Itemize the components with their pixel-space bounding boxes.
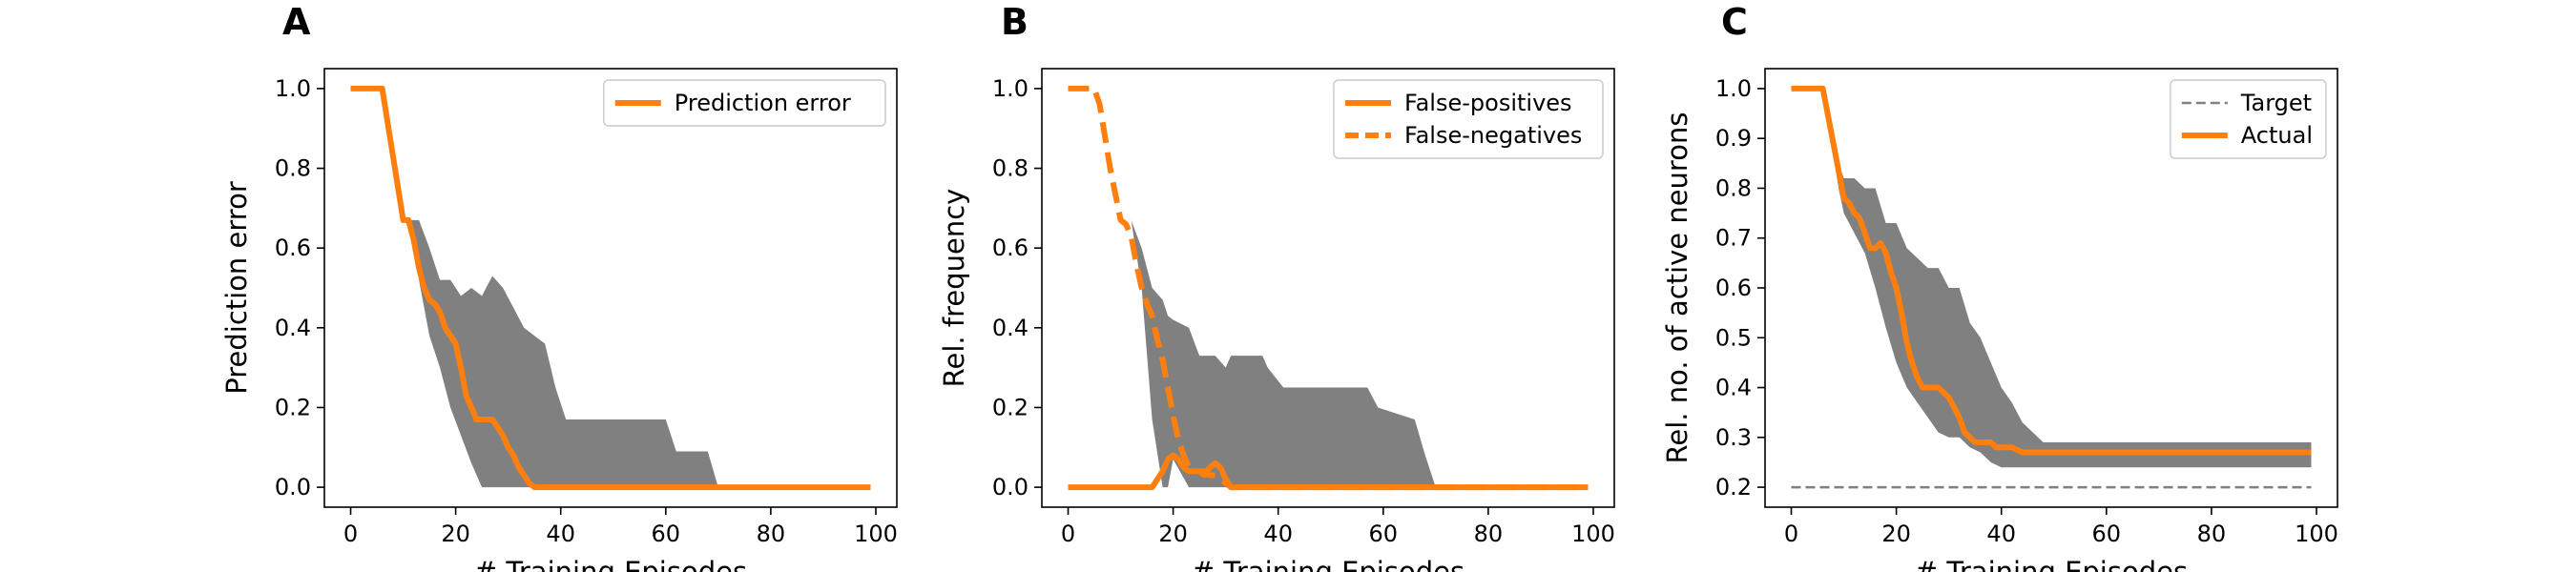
- x-tick-label: 0: [1061, 521, 1075, 547]
- x-tick-label: 80: [1474, 521, 1504, 547]
- y-tick-label: 1.0: [992, 75, 1028, 102]
- y-tick-label: 0.6: [992, 235, 1028, 261]
- x-tick-label: 40: [546, 521, 575, 547]
- y-axis-label: Rel. no. of active neurons: [1661, 112, 1693, 464]
- y-tick-label: 1.0: [1715, 75, 1752, 102]
- axes-frame: [1041, 68, 1615, 508]
- y-tick-label: 0.4: [1715, 375, 1752, 401]
- plot-area: [350, 85, 871, 491]
- y-tick-label: 0.0: [275, 474, 311, 500]
- panel-c: 0 20 40 60 80 100 0.2 0.3 0.4 0.5 0.6 0.7 0.8 0.9 1.0 #…: [1661, 1, 2338, 572]
- legend-box: [603, 79, 886, 127]
- y-tick-label: 0.8: [275, 155, 311, 182]
- legend-box: [1333, 79, 1604, 159]
- variance-band: [1120, 219, 1589, 488]
- legend-label: Prediction error: [675, 90, 851, 116]
- variance-band: [1791, 88, 2312, 468]
- x-tick-label: 100: [854, 521, 898, 547]
- series-line-prediction-error: [350, 85, 871, 491]
- y-tick-label: 0.8: [992, 155, 1028, 182]
- x-tick-label: 0: [1784, 521, 1798, 547]
- x-tick-label: 20: [1881, 521, 1911, 547]
- legend: Prediction error: [603, 79, 886, 127]
- x-tick-label: 100: [2295, 521, 2338, 547]
- x-axis-label: # Training Episodes: [474, 556, 747, 572]
- y-tick-label: 0.4: [992, 315, 1028, 341]
- y-axis-label: Prediction error: [220, 181, 253, 395]
- y-tick-label: 1.0: [275, 75, 311, 102]
- y-tick-label: 0.4: [275, 315, 311, 341]
- x-tick-label: 100: [1571, 521, 1615, 547]
- legend-label: False-negatives: [1404, 122, 1582, 149]
- y-tick-label: 0.6: [1715, 275, 1752, 301]
- x-tick-label: 40: [1986, 521, 2016, 547]
- variance-band: [350, 88, 871, 488]
- panel-a: 0 20 40 60 80 100 0.0 0.2 0.4 0.6 0.8 1.0 # Training…: [220, 1, 898, 572]
- legend: Target Actual: [2170, 79, 2327, 159]
- y-tick-label: 0.2: [1715, 474, 1752, 500]
- legend-box: [2170, 79, 2327, 159]
- x-axis-label: # Training Episodes: [1192, 556, 1465, 572]
- x-tick-label: 60: [1369, 521, 1399, 547]
- x-tick-label: 20: [441, 521, 470, 547]
- y-tick-label: 0.5: [1715, 324, 1752, 351]
- x-tick-label: 80: [757, 521, 786, 547]
- x-tick-label: 60: [652, 521, 681, 547]
- panel-letter: A: [282, 1, 311, 43]
- y-axis-label: Rel. frequency: [938, 189, 970, 388]
- panel-b: 0 20 40 60 80 100 0.0 0.2 0.4 0.6 0.8 1.0 # Training…: [938, 1, 1615, 572]
- y-tick-label: 0.9: [1715, 125, 1752, 152]
- x-tick-label: 80: [2197, 521, 2227, 547]
- x-tick-label: 40: [1263, 521, 1293, 547]
- y-tick-label: 0.2: [275, 394, 311, 420]
- y-tick-label: 0.2: [992, 394, 1028, 420]
- x-tick-label: 0: [343, 521, 358, 547]
- y-tick-label: 0.6: [275, 235, 311, 261]
- panel-letter: B: [1001, 1, 1028, 43]
- y-tick-label: 0.7: [1715, 225, 1752, 252]
- legend-label: Actual: [2241, 122, 2313, 149]
- y-tick-label: 0.8: [1715, 174, 1752, 201]
- legend-label: Target: [2240, 90, 2312, 116]
- legend: False-positives False-negatives: [1333, 79, 1604, 159]
- y-tick-label: 0.3: [1715, 424, 1752, 451]
- series-line-actual: [1791, 85, 2312, 456]
- x-tick-label: 60: [2092, 521, 2122, 547]
- panel-letter: C: [1721, 1, 1748, 43]
- legend-label: False-positives: [1404, 90, 1572, 116]
- plot-area: [1791, 85, 2312, 489]
- axes-frame: [323, 68, 898, 508]
- y-tick-label: 0.0: [992, 474, 1028, 500]
- x-axis-label: # Training Episodes: [1915, 556, 2188, 572]
- series-line-false-negatives: [1068, 85, 1589, 491]
- plot-area: [1068, 85, 1589, 491]
- x-tick-label: 20: [1158, 521, 1188, 547]
